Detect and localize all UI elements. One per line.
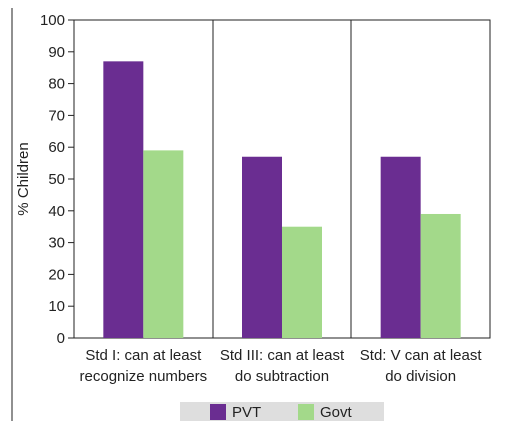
y-tick-label: 90 [48, 44, 65, 61]
bar-pvt-2 [380, 156, 421, 338]
y-tick-label: 10 [48, 298, 65, 315]
bar-govt-1 [282, 226, 322, 338]
y-tick-label: 60 [48, 139, 65, 156]
bar-govt-2 [420, 213, 461, 338]
category-label: do division [385, 368, 456, 385]
bars [103, 61, 461, 339]
y-tick-label: 50 [48, 171, 65, 188]
category-label: recognize numbers [80, 368, 208, 385]
category-label: Std: V can at least [360, 347, 483, 364]
y-tick-label: 70 [48, 107, 65, 124]
y-tick-label: 20 [48, 266, 65, 283]
y-axis-title: % Children [15, 142, 32, 215]
legend-swatch-pvt [210, 404, 226, 420]
category-label: Std I: can at least [85, 347, 202, 364]
y-tick-label: 80 [48, 76, 65, 93]
legend-label-pvt: PVT [232, 404, 261, 421]
bar-govt-0 [143, 150, 184, 338]
category-label: do subtraction [235, 368, 329, 385]
y-tick-label: 100 [40, 12, 65, 29]
category-labels: Std I: can at least recognize numbers Std … [80, 347, 483, 385]
y-tick-label: 0 [57, 330, 65, 347]
y-axis-ticks: 0 10 20 30 40 50 60 70 80 90 100 [40, 12, 74, 347]
category-label: Std III: can at least [220, 347, 345, 364]
legend-background [180, 402, 384, 421]
legend-swatch-govt [298, 404, 314, 420]
y-tick-label: 30 [48, 235, 65, 252]
y-tick-label: 40 [48, 203, 65, 220]
bar-pvt-0 [103, 61, 144, 339]
legend-label-govt: Govt [320, 404, 353, 421]
bar-pvt-1 [242, 156, 282, 338]
legend: PVT Govt [180, 402, 384, 421]
